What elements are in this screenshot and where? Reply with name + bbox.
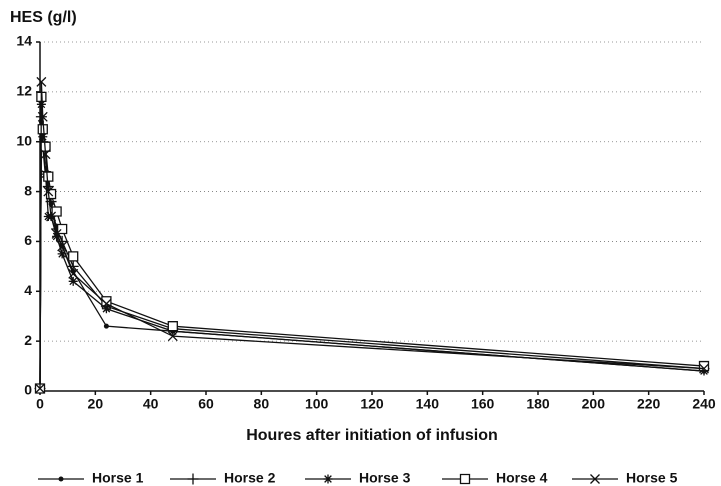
marker (323, 474, 333, 484)
y-tick-label: 6 (24, 232, 32, 248)
y-tick-label: 8 (24, 182, 32, 198)
x-tick-label: 140 (416, 396, 440, 412)
marker (167, 321, 178, 332)
marker (37, 124, 48, 135)
series-line (39, 96, 705, 389)
x-tick-label: 200 (582, 396, 606, 412)
marker (68, 251, 79, 262)
marker (68, 268, 79, 279)
marker (46, 211, 57, 222)
marker (590, 474, 600, 484)
marker (68, 276, 78, 286)
legend-label: Horse 4 (496, 470, 548, 486)
x-tick-label: 60 (198, 396, 214, 412)
y-tick-label: 4 (24, 282, 32, 298)
x-axis-title: Houres after initiation of infusion (246, 427, 498, 444)
legend-label: Horse 5 (626, 470, 678, 486)
marker (52, 231, 62, 241)
y-tick-label: 2 (24, 332, 32, 348)
x-tick-label: 100 (305, 396, 329, 412)
marker (40, 149, 51, 160)
x-tick-label: 20 (88, 396, 104, 412)
marker (187, 473, 199, 485)
marker (43, 171, 54, 182)
marker (699, 363, 709, 374)
marker (43, 186, 54, 197)
x-tick-label: 120 (360, 396, 384, 412)
marker (101, 304, 111, 314)
marker (36, 76, 47, 87)
x-tick-label: 160 (471, 396, 495, 412)
marker (57, 249, 67, 259)
series-line (39, 81, 705, 389)
marker (58, 476, 64, 482)
y-tick-label: 10 (16, 132, 32, 148)
x-tick-label: 0 (36, 396, 44, 412)
y-tick-label: 0 (24, 382, 32, 398)
x-tick-label: 240 (692, 396, 716, 412)
x-tick-label: 180 (526, 396, 550, 412)
marker (38, 132, 48, 142)
marker (101, 298, 112, 309)
legend-label: Horse 3 (359, 470, 411, 486)
y-axis-title: HES (g/l) (10, 9, 77, 26)
series-line (39, 104, 705, 389)
marker (35, 383, 45, 394)
legend-label: Horse 2 (224, 470, 276, 486)
marker (103, 323, 109, 329)
marker (459, 473, 471, 485)
x-tick-label: 40 (143, 396, 159, 412)
legend-label: Horse 1 (92, 470, 144, 486)
marker (167, 331, 178, 342)
x-tick-label: 220 (637, 396, 661, 412)
marker (57, 241, 68, 252)
marker (51, 228, 62, 239)
marker (37, 111, 48, 122)
y-tick-label: 12 (16, 83, 32, 99)
x-tick-label: 80 (254, 396, 270, 412)
y-tick-label: 14 (16, 33, 32, 49)
